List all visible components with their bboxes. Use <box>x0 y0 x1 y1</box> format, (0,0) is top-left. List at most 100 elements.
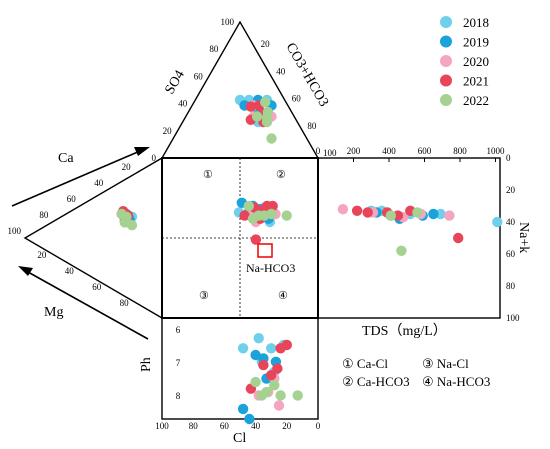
co3-hco3-label: CO3+HCO3 <box>283 41 331 110</box>
svg-text:① Ca-Cl: ① Ca-Cl <box>342 356 388 371</box>
point-top-2022 <box>260 97 271 108</box>
point-square-2022 <box>281 210 292 221</box>
cl-tick: 0 <box>316 421 321 431</box>
nak-tick: 40 <box>506 217 516 227</box>
svg-text:② Ca-HCO3: ② Ca-HCO3 <box>342 374 410 389</box>
point-ph-2019 <box>237 403 249 415</box>
point-ph-2021 <box>258 359 269 371</box>
so4-tick: 20 <box>163 126 173 136</box>
ca-tick: 100 <box>8 226 22 236</box>
quadrant-3: ③ <box>199 290 209 302</box>
type-mark-1: ① <box>342 356 354 371</box>
tds-panel <box>317 157 501 319</box>
point-top-2022 <box>266 133 277 144</box>
tds-tick: 800 <box>453 146 467 156</box>
point-left-2022 <box>126 220 138 231</box>
so4-tick: 100 <box>221 17 235 27</box>
point-top-2022 <box>261 112 273 123</box>
tds-tick: 600 <box>418 146 432 156</box>
point-tds-2022 <box>396 245 407 256</box>
point-ph-2021 <box>275 343 286 354</box>
legend-label-2019: 2019 <box>463 35 489 50</box>
point-tds-2021 <box>453 232 464 244</box>
ca-tick: 60 <box>67 194 77 204</box>
highlight-label: Na-HCO3 <box>246 261 295 275</box>
quadrant-4: ④ <box>278 290 288 302</box>
point-ph-2022 <box>269 380 280 391</box>
point-ph-2019 <box>250 349 261 361</box>
tds-tick: 400 <box>382 146 396 156</box>
ph-tick: 8 <box>176 391 181 401</box>
mg-tick: 40 <box>65 266 75 276</box>
ph-tick: 7 <box>176 358 181 368</box>
point-tds-2019 <box>428 208 439 220</box>
point-ph-2022 <box>256 390 267 401</box>
so4-tick: 60 <box>194 71 204 81</box>
mg-tick: 60 <box>92 282 102 292</box>
point-square-2021 <box>239 210 250 221</box>
mg-arrow <box>18 266 149 340</box>
so4-label: SO4 <box>162 68 187 97</box>
co3-tick: 60 <box>292 94 302 104</box>
cl-tick: 40 <box>251 421 261 431</box>
co3-tick: 100 <box>323 148 337 158</box>
nak-tick: 20 <box>506 185 516 195</box>
ph-panel <box>161 317 319 420</box>
nak-tick: 0 <box>506 153 511 163</box>
point-square-2022 <box>243 200 254 212</box>
so4-tick: 80 <box>209 44 219 54</box>
point-tds-2020 <box>337 204 349 215</box>
mg-tick: 20 <box>37 250 47 260</box>
point-ph-2018 <box>237 343 249 354</box>
type-mark-3: ③ <box>422 356 434 371</box>
point-square-2022 <box>247 213 259 224</box>
point-ph-2019 <box>244 413 255 425</box>
ca-tick: 40 <box>94 178 104 188</box>
type-text-3: Na-Cl <box>437 356 469 371</box>
point-ph-2022 <box>275 390 286 401</box>
nak-tick: 60 <box>506 249 516 259</box>
cl-tick: 60 <box>220 421 230 431</box>
cl-tick: 20 <box>282 421 292 431</box>
svg-text:④ Na-HCO3: ④ Na-HCO3 <box>422 374 490 389</box>
tds-tick: 1000 <box>487 146 506 156</box>
point-square-2021 <box>267 200 278 212</box>
nak-tick: 80 <box>506 281 516 291</box>
co3-tick: 80 <box>307 121 317 131</box>
quadrant-1: ① <box>203 169 213 181</box>
legend-label-2022: 2022 <box>463 93 489 108</box>
legend-label-2021: 2021 <box>463 74 489 89</box>
point-ph-2021 <box>266 370 277 381</box>
mg-label: Mg <box>44 305 63 320</box>
type-text-1: Ca-Cl <box>357 356 388 371</box>
type-mark-2: ② <box>342 374 354 389</box>
co3-tick: 40 <box>276 66 286 76</box>
ph-label: Ph <box>139 357 154 372</box>
tds-label: TDS（mg/L） <box>362 323 447 339</box>
co3-tick: 20 <box>261 39 271 49</box>
year-legend: 2018 2019 2020 2021 2022 <box>440 15 489 108</box>
nak-label: Na+k <box>516 222 531 253</box>
point-top-2022 <box>251 111 263 122</box>
mg-tick: 80 <box>120 298 130 308</box>
point-ph-2018 <box>266 343 277 354</box>
cl-label: Cl <box>233 431 246 446</box>
legend-marker-2020 <box>440 55 452 67</box>
cl-tick: 80 <box>189 421 199 431</box>
ca-tick: 20 <box>122 162 132 172</box>
legend-marker-2022 <box>440 94 452 106</box>
so4-tick: 0 <box>152 153 157 163</box>
cl-tick: 100 <box>155 421 169 431</box>
tds-tick: 200 <box>347 146 361 156</box>
point-tds-2018 <box>492 216 503 228</box>
point-ph-2022 <box>292 390 303 401</box>
svg-text:③ Na-Cl: ③ Na-Cl <box>422 356 469 371</box>
quadrant-2: ② <box>276 169 286 181</box>
point-tds-2022 <box>412 207 423 218</box>
highlight-box <box>257 243 273 258</box>
ph-tick: 6 <box>176 325 181 335</box>
ca-tick: 80 <box>39 210 49 220</box>
type-legend: ① Ca-Cl ③ Na-Cl ② Ca-HCO3 ④ Na-HCO3 <box>342 356 490 389</box>
